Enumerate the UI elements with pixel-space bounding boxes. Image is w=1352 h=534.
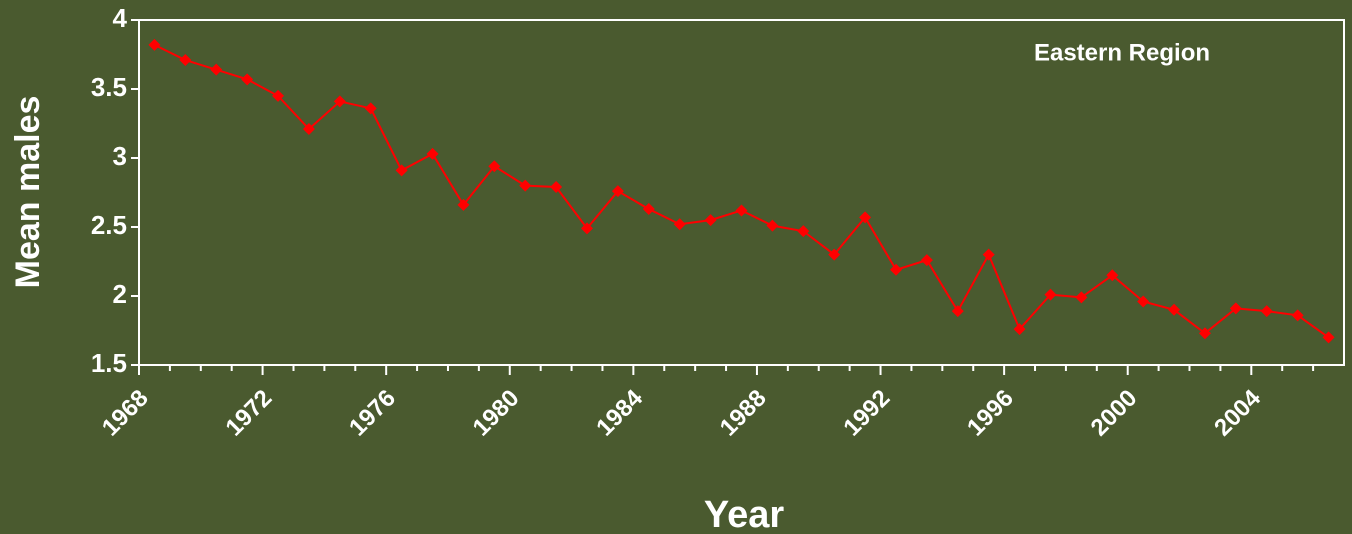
marker [611,185,624,198]
marker [457,198,470,211]
x-axis-label: Year [704,494,785,534]
marker [859,211,872,224]
marker [179,54,192,67]
marker [1229,302,1242,315]
marker [1198,327,1211,340]
marker [1291,309,1304,322]
y-tick-label: 1.5 [91,348,127,378]
marker [272,89,285,102]
marker [395,164,408,177]
marker [519,179,532,192]
plot-frame [138,19,1345,366]
marker [735,204,748,217]
marker [210,63,223,76]
marker [797,225,810,238]
marker [1044,288,1057,301]
marker [581,222,594,235]
marker [488,160,501,173]
marker [982,248,995,261]
marker [920,254,933,267]
marker [951,305,964,318]
marker [241,73,254,86]
marker [364,102,377,115]
marker [302,123,315,136]
marker [550,180,563,193]
marker [1137,295,1150,308]
marker [1075,291,1088,304]
marker [642,203,655,216]
y-tick-label: 3 [113,141,127,171]
marker [673,218,686,231]
y-tick-label: 4 [113,3,128,33]
marker [1168,303,1181,316]
annotation: Eastern Region [1034,39,1210,66]
y-axis-label: Mean males [9,96,47,289]
marker [889,263,902,276]
marker [1322,331,1335,344]
marker [426,147,439,160]
marker [1260,305,1273,318]
y-tick-label: 2 [113,279,127,309]
marker [1106,269,1119,282]
marker [766,219,779,232]
marker [828,248,841,261]
y-tick-label: 2.5 [91,210,127,240]
marker [704,214,717,227]
marker [333,95,346,108]
marker [148,38,161,51]
marker [1013,323,1026,336]
y-tick-label: 3.5 [91,72,127,102]
